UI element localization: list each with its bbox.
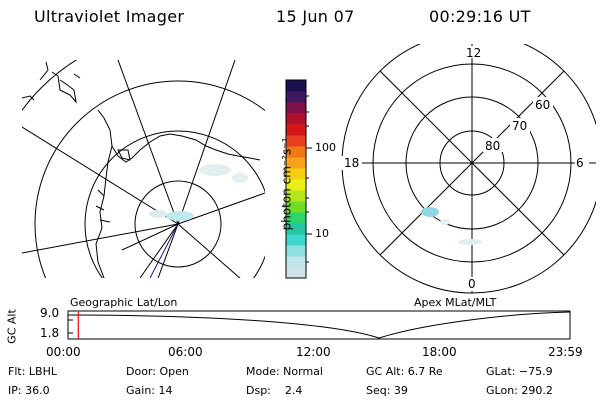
label-bg (483, 138, 503, 152)
coastline (22, 73, 81, 101)
mlt-label-12: 12 (466, 46, 482, 60)
aurora-emission-polar (421, 207, 482, 245)
mlat-label-80: 80 (485, 139, 501, 153)
colorbar-unit-label: photon cm⁻²s⁻¹ (279, 137, 294, 231)
lat-circle (34, 80, 265, 278)
meridian-line (177, 223, 241, 278)
sat-track-line (121, 223, 179, 251)
colorbar-segment (286, 190, 306, 202)
polar-plot-panel (341, 44, 596, 294)
time-tick-label: 23:59 (548, 345, 583, 359)
colorbar-segment (286, 212, 306, 224)
sat-track-line (149, 223, 179, 278)
altitude-strip-frame (67, 310, 571, 340)
status-gain: Gain: 14 (126, 384, 173, 397)
time-tick-label: 00:00 (46, 345, 81, 359)
status-seq: Seq: 39 (366, 384, 408, 397)
instrument-title: Ultraviolet Imager (34, 7, 185, 26)
label-bg (338, 156, 362, 170)
colorbar-frame (285, 79, 307, 279)
meridian-line (22, 223, 179, 254)
lat-circle (84, 130, 265, 278)
mlt-label-0: 0 (468, 277, 476, 291)
meridian-line (157, 223, 179, 278)
status-dsp: Dsp: 2.4 (246, 384, 303, 397)
mlat-label-60: 60 (535, 98, 551, 112)
sat-track-line (139, 223, 179, 278)
colorbar-segment (286, 91, 306, 103)
colorbar-segment (286, 267, 306, 279)
colorbar-segment (286, 157, 306, 169)
label-bg (466, 46, 478, 58)
mlt-label-6: 6 (576, 156, 584, 170)
colorbar-tick-label: 100 (315, 141, 336, 154)
colorbar (286, 80, 306, 279)
colorbar-segment (286, 168, 306, 180)
meridian-line (177, 60, 236, 225)
coastline (95, 189, 111, 223)
coastline (39, 61, 77, 104)
left-panel-label: Geographic Lat/Lon (70, 296, 178, 309)
altitude-axis-label: GC Alt (5, 309, 19, 344)
status-filter: Flt: LBHL (8, 365, 57, 378)
colorbar-segment (286, 80, 306, 92)
lat-circle (134, 180, 222, 268)
coastline (111, 133, 261, 163)
mlt-label-18: 18 (344, 156, 360, 170)
status-ip: IP: 36.0 (8, 384, 50, 397)
altitude-tick-label: 9.0 (40, 306, 60, 320)
status-door: Door: Open (126, 365, 189, 378)
status-glon: GLon: 290.2 (486, 384, 553, 397)
colorbar-segment (286, 256, 306, 268)
altitude-curve (67, 311, 571, 339)
meridian-line (22, 126, 179, 225)
coastline (117, 149, 131, 161)
colorbar-segment (286, 201, 306, 213)
right-panel-label: Apex MLat/MLT (414, 296, 497, 309)
colorbar-segment (286, 245, 306, 257)
status-mode: Mode: Normal (246, 365, 323, 378)
colorbar-segment (286, 146, 306, 158)
altitude-tick-label: 1.8 (40, 326, 60, 340)
colorbar-segment (286, 223, 306, 235)
image-time: 00:29:16 UT (429, 7, 531, 26)
time-tick-label: 06:00 (168, 345, 203, 359)
aurora-emission (149, 164, 248, 221)
label-bg (466, 277, 478, 291)
coastline (95, 109, 113, 278)
mlat-label-70: 70 (512, 119, 528, 133)
colorbar-segment (286, 135, 306, 147)
time-tick-label: 12:00 (296, 345, 331, 359)
time-tick-label: 18:00 (422, 345, 457, 359)
meridian-line (177, 192, 265, 225)
label-bg (510, 118, 530, 132)
label-bg (575, 156, 589, 170)
label-bg (533, 97, 553, 111)
status-glat: GLat: −75.9 (486, 365, 553, 378)
meridian-line (117, 60, 179, 225)
colorbar-segment (286, 113, 306, 125)
colorbar-segment (286, 102, 306, 114)
colorbar-segment (286, 179, 306, 191)
colorbar-segment (286, 234, 306, 246)
status-gc-alt: GC Alt: 6.7 Re (366, 365, 443, 378)
colorbar-tick-label: 10 (315, 227, 329, 240)
colorbar-segment (286, 124, 306, 136)
image-date: 15 Jun 07 (276, 7, 355, 26)
